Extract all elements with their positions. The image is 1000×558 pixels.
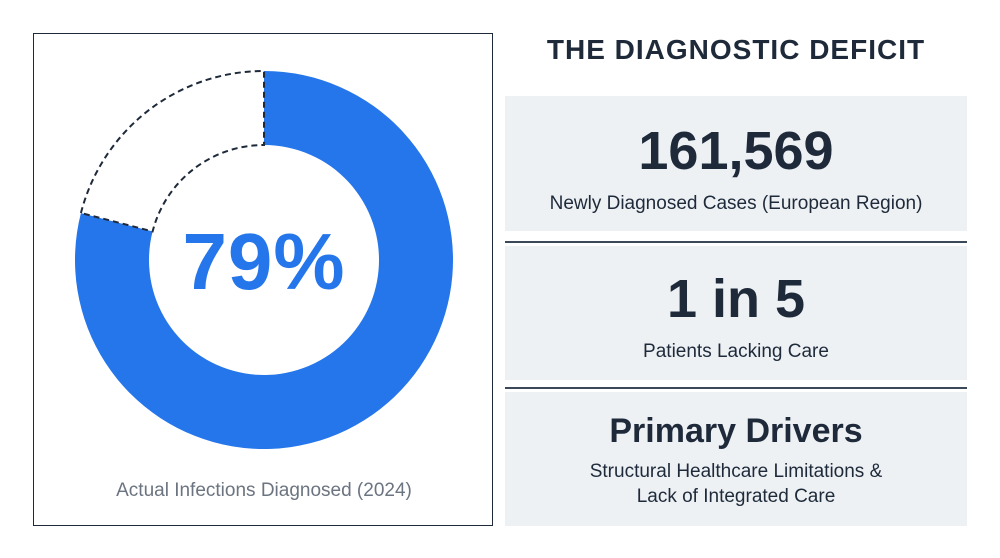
donut-chart	[74, 69, 454, 450]
stat-value-care: 1 in 5	[666, 269, 806, 329]
stat-panel-cases: 161,569 Newly Diagnosed Cases (European …	[505, 96, 967, 231]
stat-label-care: Patients Lacking Care	[643, 341, 829, 362]
donut-chart-card: 79% Actual Infections Diagnosed (2024)	[33, 33, 493, 526]
stat-panel-care: 1 in 5 Patients Lacking Care	[505, 246, 967, 380]
stat-divider	[505, 241, 967, 243]
donut-slice-undiagnosed	[79, 69, 265, 233]
stat-value-cases: 161,569	[638, 121, 834, 181]
stat-value-drivers: Primary Drivers	[609, 412, 863, 450]
stat-panel-drivers: Primary Drivers Structural Healthcare Li…	[505, 392, 967, 526]
stat-divider	[505, 387, 967, 389]
chart-caption: Actual Infections Diagnosed (2024)	[116, 480, 412, 501]
stat-label-drivers-line2: Lack of Integrated Care	[636, 485, 836, 507]
donut-slice-diagnosed	[74, 71, 454, 450]
stat-label-drivers-line1: Structural Healthcare Limitations &	[589, 461, 883, 482]
page-title: THE DIAGNOSTIC DEFICIT	[546, 34, 926, 65]
donut-center-percentage: 79%	[182, 217, 346, 306]
stat-label-cases: Newly Diagnosed Cases (European Region)	[549, 193, 923, 214]
